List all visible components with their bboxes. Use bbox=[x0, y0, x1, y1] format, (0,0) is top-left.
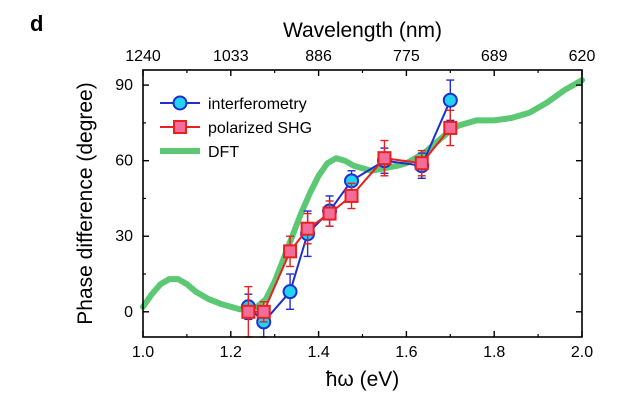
x-tick-label: 1.2 bbox=[220, 344, 242, 361]
shg-point bbox=[344, 188, 359, 203]
legend-item-polarized-shg: polarized SHG bbox=[160, 120, 312, 137]
y-tick-label: 30 bbox=[115, 228, 133, 245]
y-tick-label: 90 bbox=[115, 77, 133, 94]
legend-label-interferometry: interferometry bbox=[208, 96, 307, 113]
y-tick-label: 60 bbox=[115, 153, 133, 170]
shg-point bbox=[414, 156, 429, 171]
top-x-tick-label: 689 bbox=[481, 48, 508, 65]
top-x-tick-label: 886 bbox=[305, 48, 332, 65]
shg-point bbox=[443, 120, 458, 135]
series-layer bbox=[240, 79, 458, 338]
legend-swatch-shg-marker bbox=[173, 120, 187, 134]
top-x-tick-label: 620 bbox=[569, 48, 596, 65]
y-axis-title: Phase difference (degree) bbox=[74, 82, 97, 324]
x-axis-title: ħω (eV) bbox=[326, 368, 400, 391]
top-x-tick-label: 1240 bbox=[125, 48, 161, 65]
shg-point bbox=[322, 206, 337, 221]
shg-point bbox=[283, 244, 298, 259]
x-tick-label: 1.0 bbox=[132, 344, 154, 361]
legend: interferometry polarized SHG DFT bbox=[160, 95, 312, 161]
panel-label: d bbox=[30, 11, 43, 36]
interferometry-point bbox=[282, 284, 298, 300]
shg-point bbox=[377, 151, 392, 166]
interferometry-point bbox=[442, 92, 458, 108]
top-x-tick-label: 775 bbox=[393, 48, 420, 65]
dft-curve bbox=[140, 77, 585, 313]
x-tick-label: 1.8 bbox=[483, 344, 505, 361]
dft-layer bbox=[140, 77, 585, 313]
shg-point bbox=[300, 221, 315, 236]
x-tick-label: 1.4 bbox=[307, 344, 329, 361]
top-x-tick-label: 1033 bbox=[213, 48, 249, 65]
shg-point bbox=[256, 304, 271, 319]
legend-label-polarized-shg: polarized SHG bbox=[208, 120, 312, 137]
ticks-layer: 1.0 1.2 1.4 1.6 1.8 2.0 1240 1033 886 775 689 620 0 3… bbox=[115, 48, 595, 361]
legend-item-interferometry: interferometry bbox=[160, 95, 307, 113]
legend-swatch-interferometry-marker bbox=[172, 95, 188, 111]
legend-item-dft: DFT bbox=[160, 144, 239, 161]
top-axis-title: Wavelength (nm) bbox=[283, 19, 442, 42]
plot-area: 1.0 1.2 1.4 1.6 1.8 2.0 1240 1033 886 775 689 620 0 3… bbox=[115, 48, 595, 361]
legend-label-dft: DFT bbox=[208, 144, 239, 161]
x-tick-label: 2.0 bbox=[571, 344, 593, 361]
x-tick-label: 1.6 bbox=[395, 344, 417, 361]
y-tick-label: 0 bbox=[124, 304, 133, 321]
shg-point bbox=[241, 304, 256, 319]
